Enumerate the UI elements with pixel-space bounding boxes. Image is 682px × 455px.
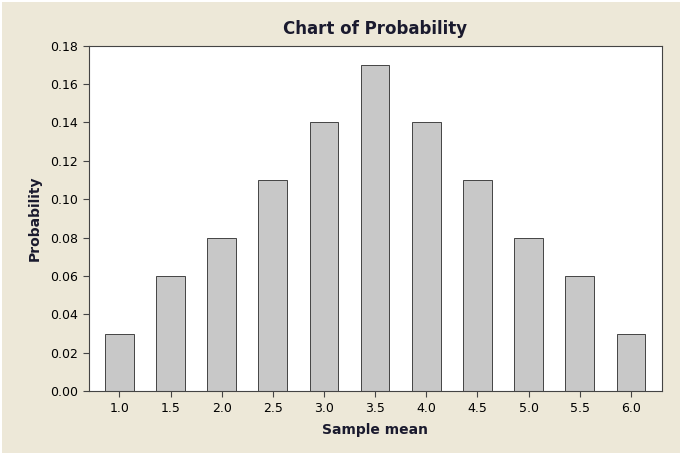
Bar — [310, 122, 338, 391]
Bar — [412, 122, 441, 391]
Title: Chart of Probability: Chart of Probability — [283, 20, 467, 38]
Bar — [463, 180, 492, 391]
Bar — [156, 276, 185, 391]
Bar — [565, 276, 594, 391]
Bar — [207, 238, 236, 391]
Bar — [617, 334, 645, 391]
Bar — [514, 238, 543, 391]
Y-axis label: Probability: Probability — [28, 176, 42, 261]
X-axis label: Sample mean: Sample mean — [322, 423, 428, 437]
Bar — [361, 65, 389, 391]
Bar — [258, 180, 287, 391]
Bar — [105, 334, 134, 391]
